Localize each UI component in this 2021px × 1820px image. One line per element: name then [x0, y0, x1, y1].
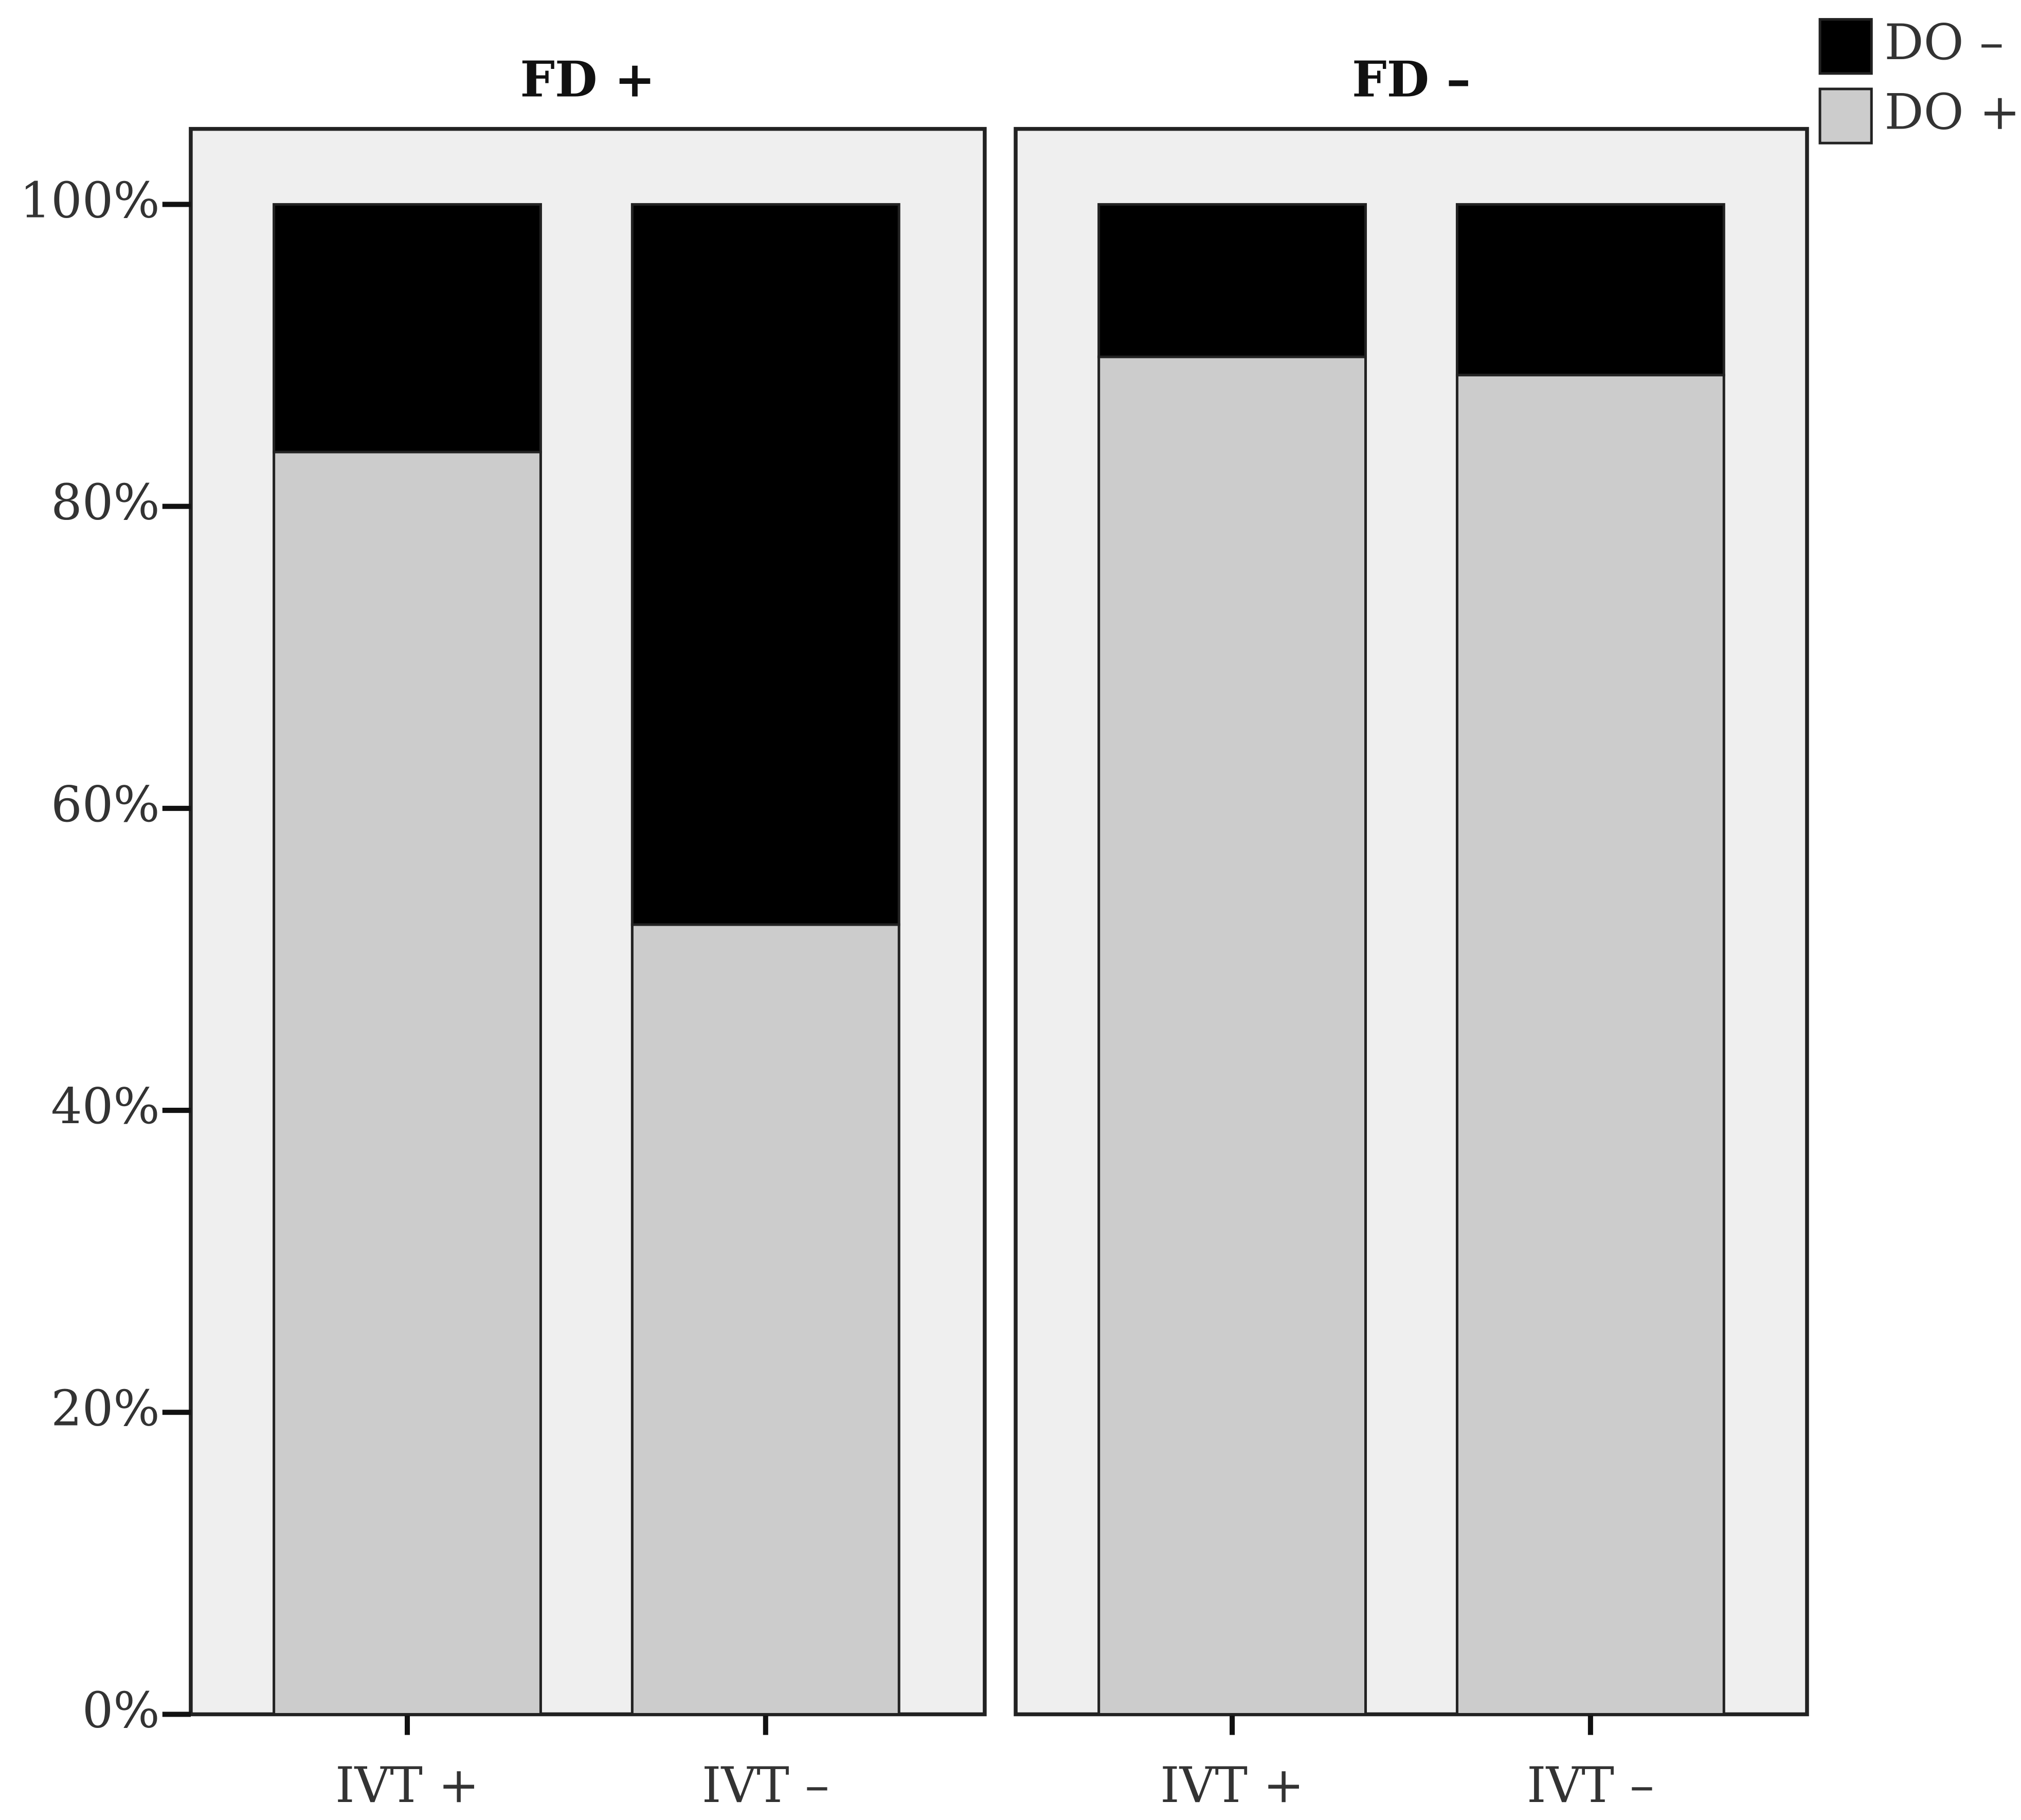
x-tick-label: IVT –: [1527, 1757, 1654, 1814]
x-tick-label: IVT +: [1160, 1757, 1304, 1814]
legend-label: DO +: [1884, 84, 2020, 141]
bar-segment: [273, 203, 542, 454]
panel-title: FD +: [520, 51, 655, 109]
x-tick-label: IVT –: [702, 1757, 829, 1814]
y-tick-label: 60%: [51, 777, 160, 833]
bar-segment: [1455, 373, 1725, 1716]
y-tick-label: 80%: [51, 475, 160, 531]
legend-swatch: [1818, 87, 1873, 145]
y-tick-label: 40%: [51, 1078, 160, 1135]
panel-title: FD –: [1352, 51, 1471, 109]
bar-segment: [630, 203, 900, 926]
bar-segment: [1097, 355, 1367, 1716]
y-tick-label: 0%: [82, 1682, 160, 1739]
bar-segment: [273, 451, 542, 1716]
bar-segment: [1097, 203, 1367, 358]
x-tick-label: IVT +: [335, 1757, 479, 1814]
legend-label: DO –: [1884, 14, 2004, 71]
legend-swatch: [1818, 18, 1873, 75]
bar-segment: [1455, 203, 1725, 376]
y-tick-label: 20%: [51, 1380, 160, 1437]
bar-segment: [630, 923, 900, 1716]
y-tick-label: 100%: [20, 172, 160, 229]
